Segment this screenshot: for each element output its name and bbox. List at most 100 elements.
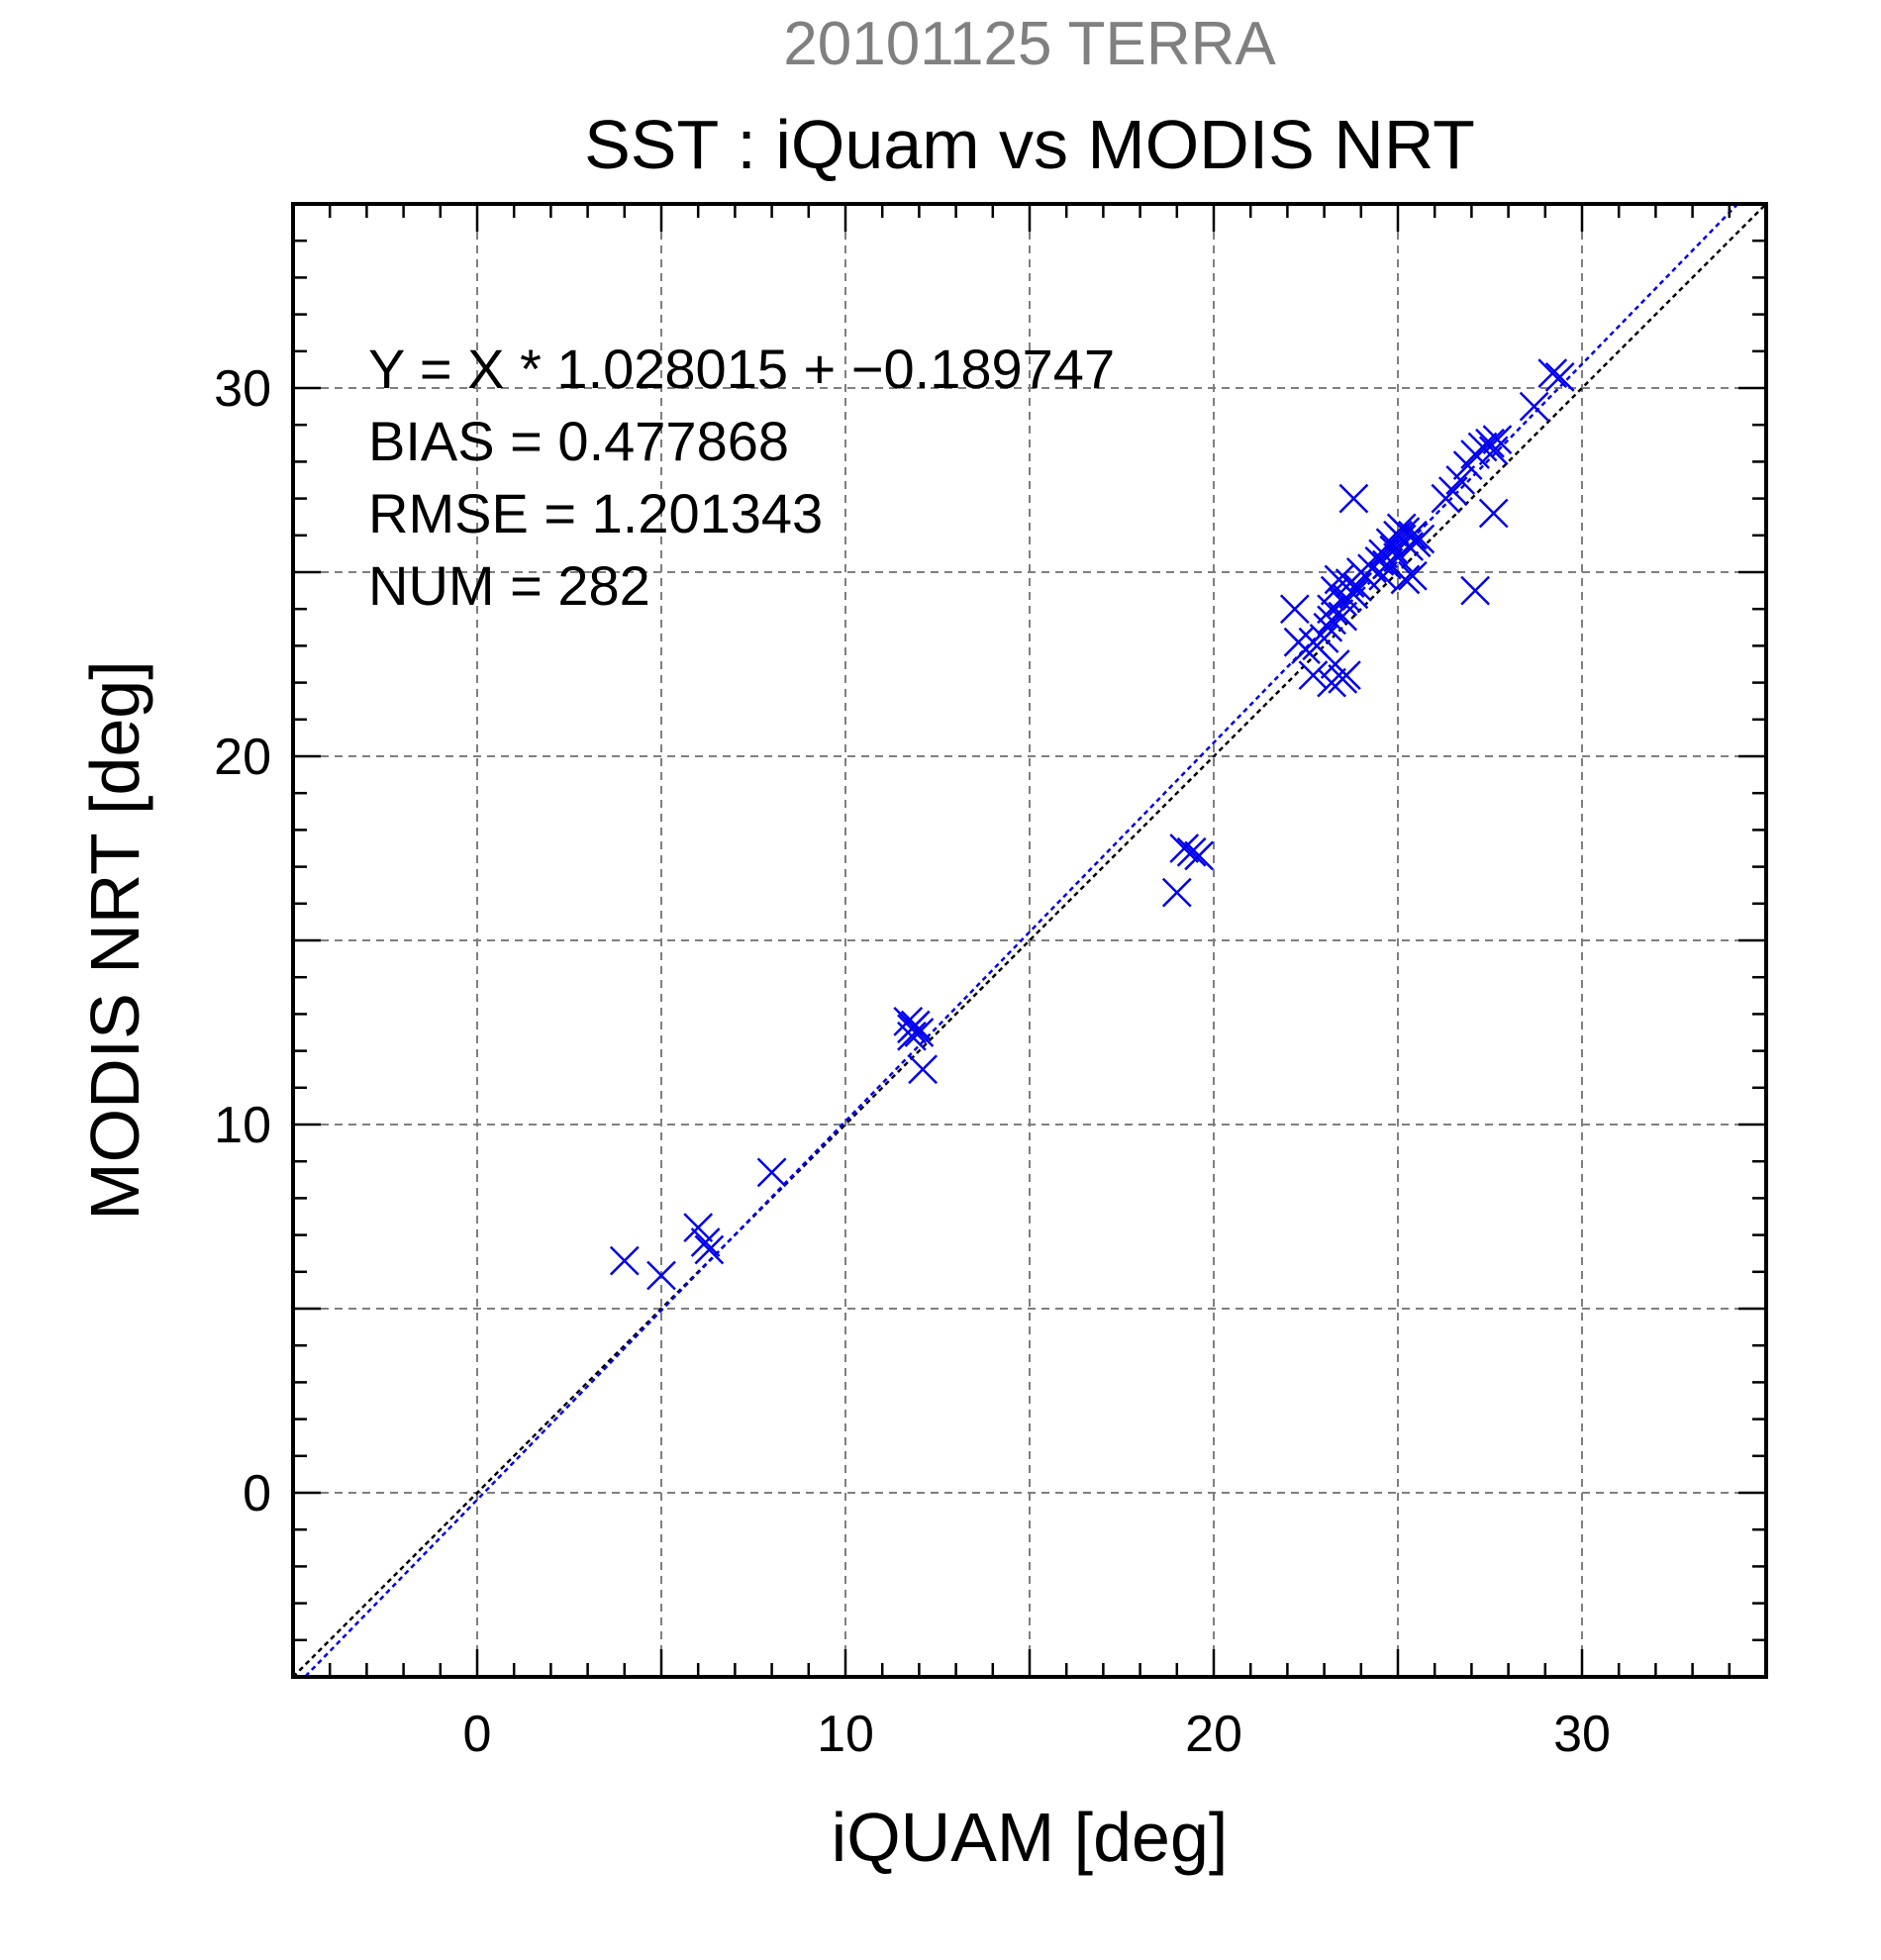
data-point — [690, 1227, 721, 1257]
data-points — [609, 358, 1575, 1291]
data-point — [1338, 579, 1369, 610]
data-point — [1405, 524, 1436, 554]
data-point-stroke — [1184, 840, 1215, 871]
data-point — [1161, 877, 1192, 908]
data-point — [1338, 483, 1369, 514]
data-point-stroke — [1467, 432, 1498, 462]
data-point-stroke — [694, 1234, 725, 1265]
data-point-stroke — [1328, 663, 1358, 694]
data-point-stroke — [646, 1260, 676, 1291]
data-point — [908, 1054, 939, 1085]
y-tick-label: 30 — [214, 360, 271, 418]
data-point — [1298, 660, 1329, 691]
data-point-stroke — [1478, 498, 1509, 529]
data-point — [1460, 575, 1491, 606]
data-point-stroke — [756, 1157, 787, 1188]
data-point-stroke — [900, 1010, 931, 1040]
data-point-stroke — [1482, 425, 1513, 454]
data-point-stroke — [1338, 579, 1369, 610]
gridlines — [293, 204, 1766, 1677]
data-point — [1519, 391, 1549, 422]
data-point-stroke — [1478, 436, 1509, 466]
data-point-stroke — [1279, 594, 1310, 625]
data-point — [1176, 836, 1207, 867]
data-point — [1544, 361, 1575, 392]
data-point — [1445, 465, 1476, 495]
y-tick-labels: 0 10 20 30 — [214, 360, 271, 1522]
data-point — [1537, 358, 1568, 389]
data-point-stroke — [1475, 428, 1505, 458]
data-point-stroke — [1317, 605, 1346, 636]
data-point-stroke — [1405, 524, 1436, 554]
fit-line — [303, 204, 1740, 1677]
data-point-stroke — [1298, 660, 1329, 691]
data-point-stroke — [1519, 391, 1549, 422]
data-point-stroke — [1309, 624, 1339, 653]
data-point-stroke — [1176, 836, 1207, 867]
data-point — [1328, 601, 1358, 632]
data-point — [904, 1018, 935, 1047]
data-point-stroke — [1328, 601, 1358, 632]
chart-subtitle: 20101125 TERRA — [783, 10, 1276, 78]
data-point-stroke — [1169, 833, 1200, 863]
data-point — [1397, 560, 1428, 591]
data-point — [683, 1213, 714, 1243]
data-point — [1317, 667, 1346, 698]
data-point — [1279, 594, 1310, 625]
x-tick-label: 20 — [1185, 1706, 1242, 1763]
data-point-stroke — [904, 1018, 935, 1047]
stats-fit-equation: Y = X * 1.028015 + −0.189747 — [368, 338, 1115, 400]
x-tick-labels: 0 10 20 30 — [463, 1706, 1611, 1763]
data-point — [1390, 564, 1421, 595]
data-point-stroke — [690, 1227, 721, 1257]
x-tick-label: 0 — [463, 1706, 492, 1763]
data-point-stroke — [1386, 513, 1417, 543]
data-point — [1184, 840, 1215, 871]
data-point — [1467, 432, 1498, 462]
data-point-stroke — [1397, 560, 1428, 591]
data-point-stroke — [1313, 612, 1343, 642]
data-point-stroke — [1317, 667, 1346, 698]
data-point-stroke — [1537, 358, 1568, 389]
data-point-stroke — [1460, 575, 1491, 606]
data-point — [1478, 498, 1509, 529]
data-point-stroke — [908, 1054, 939, 1085]
data-point — [900, 1010, 931, 1040]
data-point — [609, 1245, 640, 1276]
data-point — [646, 1260, 676, 1291]
data-point — [694, 1234, 725, 1265]
data-point-stroke — [1320, 575, 1350, 606]
stats-rmse: RMSE = 1.201343 — [368, 482, 823, 544]
data-point — [1317, 605, 1346, 636]
data-point — [756, 1157, 787, 1188]
axis-ticks — [293, 204, 1766, 1677]
data-point — [1478, 436, 1509, 466]
y-axis-label: MODIS NRT [deg] — [76, 660, 153, 1220]
data-point — [1328, 663, 1358, 694]
data-point-stroke — [1338, 483, 1369, 514]
stats-num: NUM = 282 — [368, 554, 650, 617]
x-tick-label: 10 — [817, 1706, 874, 1763]
x-tick-label: 30 — [1553, 1706, 1611, 1763]
data-point-stroke — [683, 1213, 714, 1243]
chart-title: SST : iQuam vs MODIS NRT — [584, 106, 1475, 183]
y-tick-label: 20 — [214, 729, 271, 786]
data-point-stroke — [1390, 564, 1421, 595]
data-point-stroke — [609, 1245, 640, 1276]
data-point — [1169, 833, 1200, 863]
data-point-stroke — [1544, 361, 1575, 392]
data-point — [1475, 428, 1505, 458]
data-point-stroke — [1161, 877, 1192, 908]
data-point — [897, 1021, 927, 1051]
data-point-stroke — [1445, 465, 1476, 495]
data-point — [1386, 513, 1417, 543]
y-tick-label: 10 — [214, 1097, 271, 1154]
x-axis-label: iQUAM [deg] — [832, 1799, 1229, 1876]
stats-box: Y = X * 1.028015 + −0.189747 BIAS = 0.47… — [368, 338, 1115, 617]
data-point-stroke — [1397, 520, 1428, 550]
y-tick-label: 0 — [243, 1465, 271, 1522]
data-point — [1309, 624, 1339, 653]
data-point — [1482, 425, 1513, 454]
plot-frame — [291, 202, 1768, 1679]
